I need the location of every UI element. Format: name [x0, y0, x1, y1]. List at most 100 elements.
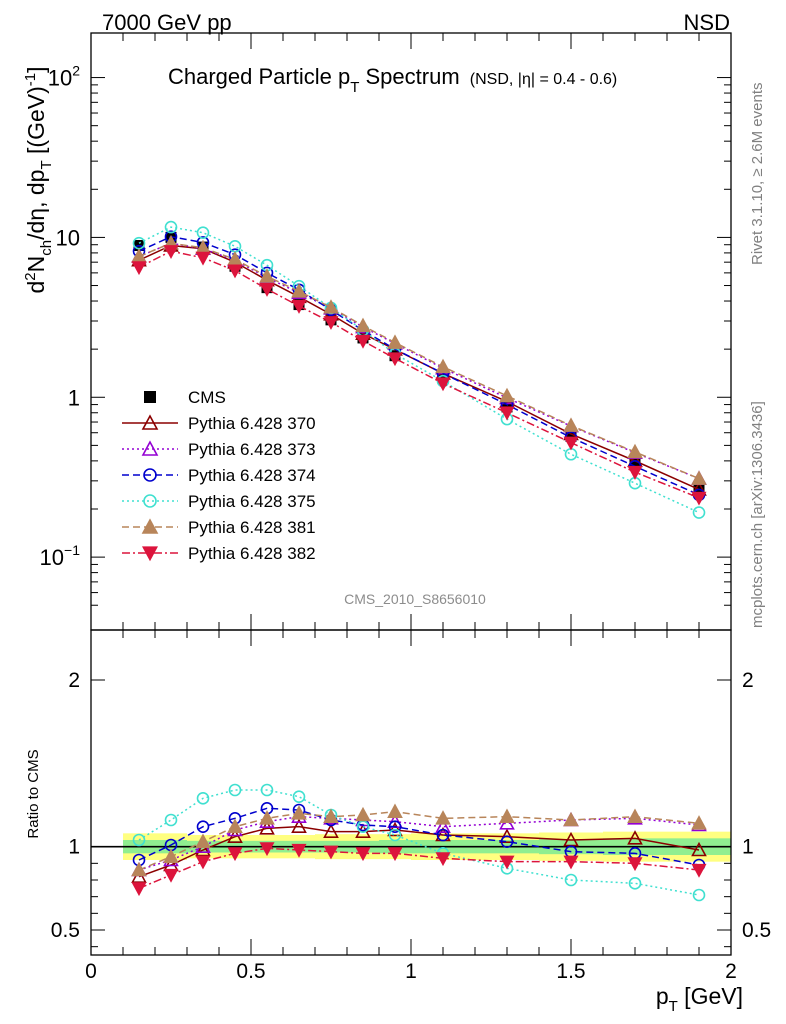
ratio-series-line: [138, 815, 700, 871]
energy-label: 7000 GeV pp: [102, 10, 232, 35]
ratio-data-point: [260, 783, 274, 797]
rivet-label: Rivet 3.1.10, ≥ 2.6M events: [749, 83, 766, 266]
legend-label: Pythia 6.428 381: [188, 518, 316, 537]
data-point: [291, 299, 307, 314]
ratio-series-line: [138, 810, 700, 871]
data-point: [355, 334, 371, 349]
plot-title: Charged Particle pT Spectrum (NSD, |η| =…: [168, 64, 617, 96]
data-point: [499, 387, 515, 403]
series-line: [138, 235, 700, 496]
ratio-data-point: [227, 847, 243, 862]
data-point: [259, 282, 275, 297]
legend: CMS Pythia 6.428 370 Pythia 6.428 373 Pythi…: [122, 388, 316, 563]
panel-frames: [90, 32, 732, 956]
ratio-data-point: [291, 843, 307, 858]
legend-label: Pythia 6.428 382: [188, 544, 316, 563]
legend-entry-cms: CMS: [144, 388, 226, 407]
legend-entry-pythia-6-428-375: Pythia 6.428 375: [122, 492, 316, 511]
ratio-data-point: [499, 855, 515, 870]
data-point: [499, 406, 515, 421]
ratio-data-point: [291, 818, 307, 833]
ratio-data-point: [628, 877, 642, 890]
ratio-data-point: [563, 811, 579, 827]
ratio-data-point: [435, 852, 451, 867]
data-point: [164, 220, 178, 234]
legend-marker: [141, 518, 159, 534]
ratio-data-point: [388, 820, 402, 833]
x-tick-label: 1.5: [556, 960, 585, 983]
legend-marker: [141, 546, 159, 562]
legend-label: Pythia 6.428 375: [188, 492, 316, 511]
ratio-axis-ticks: 0.5 0.51 12 20 0.5 1 1.5 2: [51, 630, 771, 983]
data-point: [627, 466, 643, 480]
data-point: [195, 251, 211, 266]
legend-marker: [141, 414, 159, 430]
legend-entry-pythia-6-428-374: Pythia 6.428 374: [122, 466, 316, 485]
legend-label: CMS: [188, 388, 226, 407]
ratio-data-point: [436, 828, 450, 842]
x-tick-label: 2: [725, 960, 737, 983]
process-label: NSD: [684, 10, 730, 35]
ratio-data-point: [291, 805, 307, 820]
ratio-y-tick-label-right: 1: [742, 836, 754, 859]
ratio-data-point: [499, 828, 515, 843]
ratio-data-point: [564, 873, 578, 887]
data-point: [163, 245, 179, 259]
data-point: [323, 316, 339, 330]
data-point: [691, 491, 707, 506]
ratio-series-line: [138, 847, 700, 890]
ratio-data-point: [563, 855, 579, 870]
ratio-data-point: [691, 841, 707, 857]
main-panel-frame: [90, 32, 732, 631]
ratio-data-point: [692, 888, 706, 902]
data-point: [323, 299, 339, 314]
legend-entry-pythia-6-428-370: Pythia 6.428 370: [122, 414, 316, 433]
legend-entry-pythia-6-428-381: Pythia 6.428 381: [122, 518, 316, 537]
ratio-data-point: [227, 818, 243, 833]
ratio-data-point: [195, 855, 211, 870]
ratio-data-point: [500, 835, 514, 848]
series-line: [138, 226, 700, 514]
data-point: [435, 358, 451, 374]
ratio-data-point: [163, 868, 179, 883]
series-pythia-6-428-381: [131, 235, 707, 485]
legend-label: Pythia 6.428 373: [188, 440, 316, 459]
legend-label: Pythia 6.428 374: [188, 466, 316, 485]
data-point: [563, 417, 579, 432]
data-point: [259, 268, 275, 283]
ratio-data-point: [627, 830, 643, 845]
legend-entry-pythia-6-428-373: Pythia 6.428 373: [122, 440, 316, 459]
ratio-y-tick-label: 2: [68, 669, 80, 692]
data-point: [627, 443, 643, 459]
series-pythia-6-428-382: [131, 245, 707, 506]
ratio-y-tick-label: 0.5: [51, 919, 80, 942]
ratio-data-point: [691, 863, 707, 878]
main-y-tick-label: 10−1: [40, 542, 81, 570]
mcplots-label: mcplots.cern.ch [arXiv:1306.3436]: [749, 401, 766, 628]
x-tick-label: 0: [85, 960, 97, 983]
data-point: [435, 377, 451, 392]
data-point: [387, 334, 403, 349]
title-main: Charged Particle p: [168, 64, 350, 89]
data-point: [629, 458, 641, 470]
ratio-data-point: [163, 848, 179, 863]
ratio-data-point: [387, 847, 403, 862]
ratio-data-point: [196, 820, 210, 833]
main-y-tick-label: 102: [48, 63, 80, 91]
ratio-data-point: [196, 792, 210, 805]
data-point: [131, 248, 147, 263]
ratio-data-point: [627, 808, 643, 823]
x-tick-label: 1: [405, 960, 417, 983]
legend-marker: [143, 468, 157, 482]
ratio-data-point: [164, 813, 178, 827]
main-y-axis-label: d2Nch/dη, dpT [(GeV)-1]: [22, 67, 55, 294]
legend-marker: [144, 391, 156, 403]
data-point: [691, 470, 707, 485]
data-point: [692, 506, 706, 519]
ratio-data-point: [323, 808, 339, 823]
x-axis-label: pT [GeV]: [656, 983, 743, 1015]
data-point: [228, 239, 242, 253]
data-point: [563, 436, 579, 451]
ratio-data-point: [259, 810, 275, 825]
